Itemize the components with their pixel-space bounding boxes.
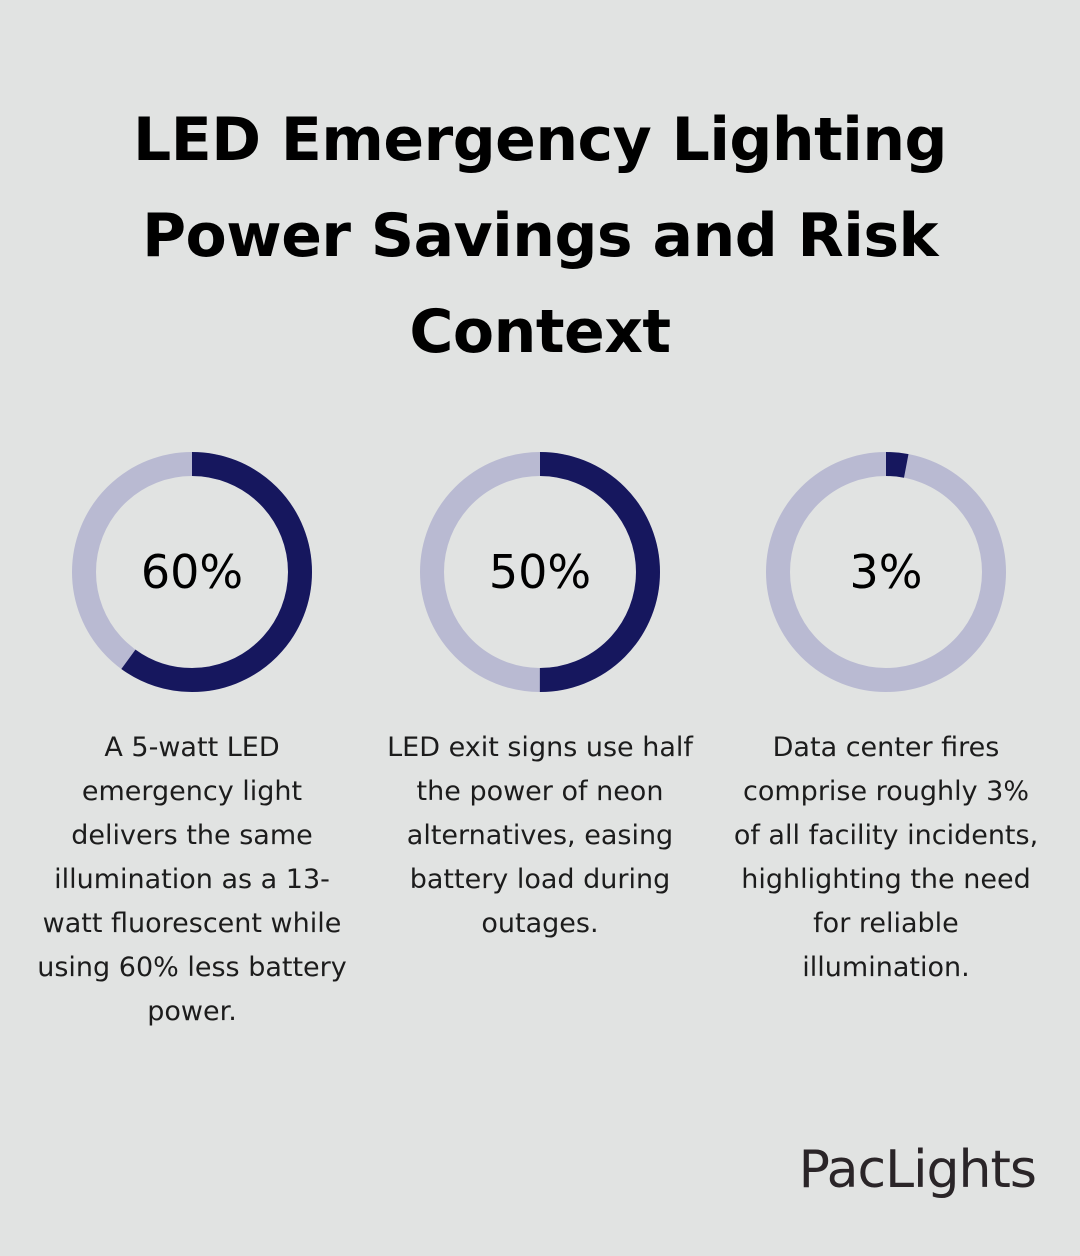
donut-value-arc xyxy=(72,452,312,692)
stat-description: A 5-watt LED emergency light delivers th… xyxy=(37,732,347,1027)
donut-percent-label: 3% xyxy=(849,545,923,599)
donut-chart: 3% xyxy=(766,452,1006,692)
donut-percent-label: 60% xyxy=(140,545,244,599)
stat-card: 3% Data center fires comprise roughly 3%… xyxy=(716,452,1056,990)
donut-svg xyxy=(766,452,1006,692)
donut-value-arc xyxy=(766,452,1006,692)
donut-chart: 50% xyxy=(420,452,660,692)
paclights-logo: PacLights xyxy=(798,1140,1037,1200)
donut-svg xyxy=(420,452,660,692)
donut-svg xyxy=(72,452,312,692)
stat-card: 50% LED exit signs use half the power of… xyxy=(370,452,710,946)
donut-chart: 60% xyxy=(72,452,312,692)
stat-description: Data center fires comprise roughly 3% of… xyxy=(733,732,1039,983)
stat-card: 60% A 5-watt LED emergency light deliver… xyxy=(22,452,362,1034)
page-title: LED Emergency Lighting Power Savings and… xyxy=(133,105,948,367)
donut-value-arc xyxy=(420,452,660,692)
stat-description: LED exit signs use half the power of neo… xyxy=(387,732,693,939)
donut-percent-label: 50% xyxy=(488,545,592,599)
